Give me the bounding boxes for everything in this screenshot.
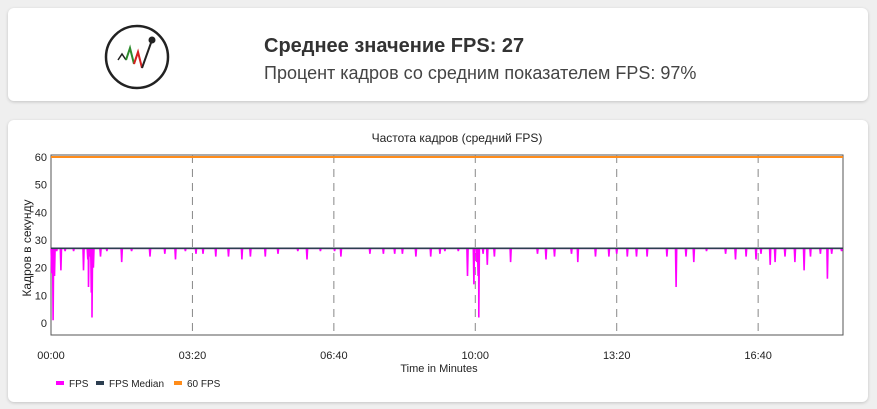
summary-card: Среднее значение FPS: 27 Процент кадров … xyxy=(8,8,868,101)
legend-swatch xyxy=(96,381,104,385)
y-tick-label: 60 xyxy=(35,152,47,164)
legend-label: FPS Median xyxy=(109,379,164,390)
y-tick-label: 0 xyxy=(41,318,47,330)
legend-label: 60 FPS xyxy=(187,379,221,390)
x-tick-label: 13:20 xyxy=(603,350,631,362)
fps-percent-text: Процент кадров со средним показателем FP… xyxy=(264,63,697,83)
y-tick-label: 10 xyxy=(35,290,47,302)
chart-title: Частота кадров (средний FPS) xyxy=(372,131,543,145)
x-tick-label: 00:00 xyxy=(37,350,65,362)
x-tick-label: 10:00 xyxy=(462,350,490,362)
plot-frame xyxy=(50,154,844,336)
average-fps-text: Среднее значение FPS: 27 xyxy=(264,35,525,57)
fps-chart: Частота кадров (средний FPS) 00:00 03:20 0… xyxy=(20,131,844,390)
chart-card: Частота кадров (средний FPS) 00:00 03:20 0… xyxy=(8,120,868,402)
y-tick-label: 20 xyxy=(35,263,47,275)
y-tick-label: 40 xyxy=(35,207,47,219)
fps-monitor-logo-icon xyxy=(104,24,170,90)
y-tick-label: 30 xyxy=(35,235,47,247)
legend-swatch xyxy=(56,381,64,385)
series-fps-line xyxy=(50,247,843,321)
legend-swatch xyxy=(174,381,182,385)
x-axis-label: Time in Minutes xyxy=(400,363,478,375)
y-tick-label: 50 xyxy=(35,180,47,192)
x-tick-label: 06:40 xyxy=(320,350,348,362)
y-axis-label: Кадров в секунду xyxy=(20,199,34,296)
legend-label: FPS xyxy=(69,379,89,390)
x-tick-label: 16:40 xyxy=(744,350,772,362)
x-tick-label: 03:20 xyxy=(179,350,207,362)
